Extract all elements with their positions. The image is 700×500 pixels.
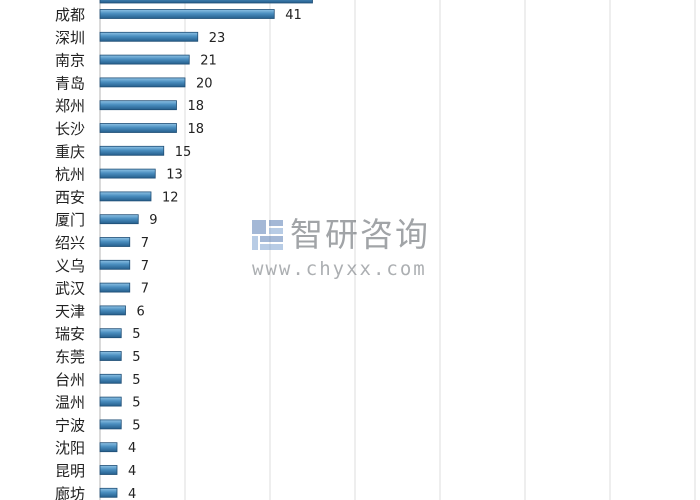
data-label: 5 <box>132 396 140 411</box>
data-label: 5 <box>132 373 140 388</box>
bar <box>99 305 126 316</box>
bar-partial <box>99 0 313 4</box>
category-label: 东莞 <box>55 348 85 366</box>
bar <box>99 214 139 225</box>
bars <box>99 0 313 498</box>
category-label: 重庆 <box>55 143 85 161</box>
data-label: 18 <box>188 122 205 137</box>
category-label: 义乌 <box>55 257 85 275</box>
data-label: 7 <box>141 236 149 251</box>
bar <box>99 259 131 270</box>
category-label: 温州 <box>55 394 85 412</box>
data-label: 9 <box>149 213 157 228</box>
bar <box>99 487 118 498</box>
bar <box>99 100 177 111</box>
bar <box>99 373 122 384</box>
data-label: 23 <box>209 31 226 46</box>
bar <box>99 328 122 339</box>
category-label: 南京 <box>55 52 85 70</box>
bar <box>99 419 122 430</box>
data-label: 5 <box>132 418 140 433</box>
category-label: 瑞安 <box>55 325 85 343</box>
data-label: 4 <box>128 441 136 456</box>
data-label: 20 <box>196 76 213 91</box>
category-label: 昆明 <box>55 462 85 480</box>
data-label: 6 <box>137 304 145 319</box>
category-label: 武汉 <box>55 280 85 298</box>
bar <box>99 191 152 202</box>
bar <box>99 168 156 179</box>
category-label: 绍兴 <box>55 234 85 252</box>
category-label: 深圳 <box>55 29 85 47</box>
data-label: 12 <box>162 190 179 205</box>
category-label: 宁波 <box>55 416 85 434</box>
category-label: 长沙 <box>55 120 85 138</box>
category-label: 青岛 <box>55 74 85 92</box>
bar <box>99 351 122 361</box>
bar <box>99 31 199 42</box>
bar <box>99 465 118 475</box>
category-label: 西安 <box>55 188 85 206</box>
gridlines <box>99 0 696 500</box>
labels: 成都 41 深圳 23 南京 21 青岛 20 郑州 18 长沙 18 重庆 15 杭州 13 西安 12 厦门 9 绍… <box>55 6 302 500</box>
bar <box>99 145 165 156</box>
bar <box>99 396 122 407</box>
data-label: 18 <box>188 99 205 114</box>
data-label: 7 <box>141 282 149 297</box>
bar <box>99 54 190 65</box>
category-label: 廊坊 <box>55 485 85 500</box>
bar <box>99 77 186 88</box>
category-label: 天津 <box>55 302 85 320</box>
bar <box>99 442 118 453</box>
data-label: 21 <box>200 54 217 69</box>
category-label: 沈阳 <box>55 439 85 457</box>
data-label: 5 <box>132 327 140 342</box>
category-label: 厦门 <box>55 211 85 229</box>
bar <box>99 237 131 247</box>
category-label: 郑州 <box>55 97 85 115</box>
data-label: 5 <box>132 350 140 365</box>
data-label: 4 <box>128 487 136 500</box>
category-label: 成都 <box>55 6 85 24</box>
category-label: 台州 <box>55 371 85 389</box>
data-label: 7 <box>141 259 149 274</box>
data-label: 4 <box>128 464 136 479</box>
bar <box>99 282 131 293</box>
data-label: 13 <box>166 168 183 183</box>
data-label: 41 <box>285 8 302 23</box>
bar <box>99 9 275 19</box>
category-label: 杭州 <box>55 166 85 184</box>
bar <box>99 123 177 133</box>
data-label: 15 <box>175 145 192 160</box>
